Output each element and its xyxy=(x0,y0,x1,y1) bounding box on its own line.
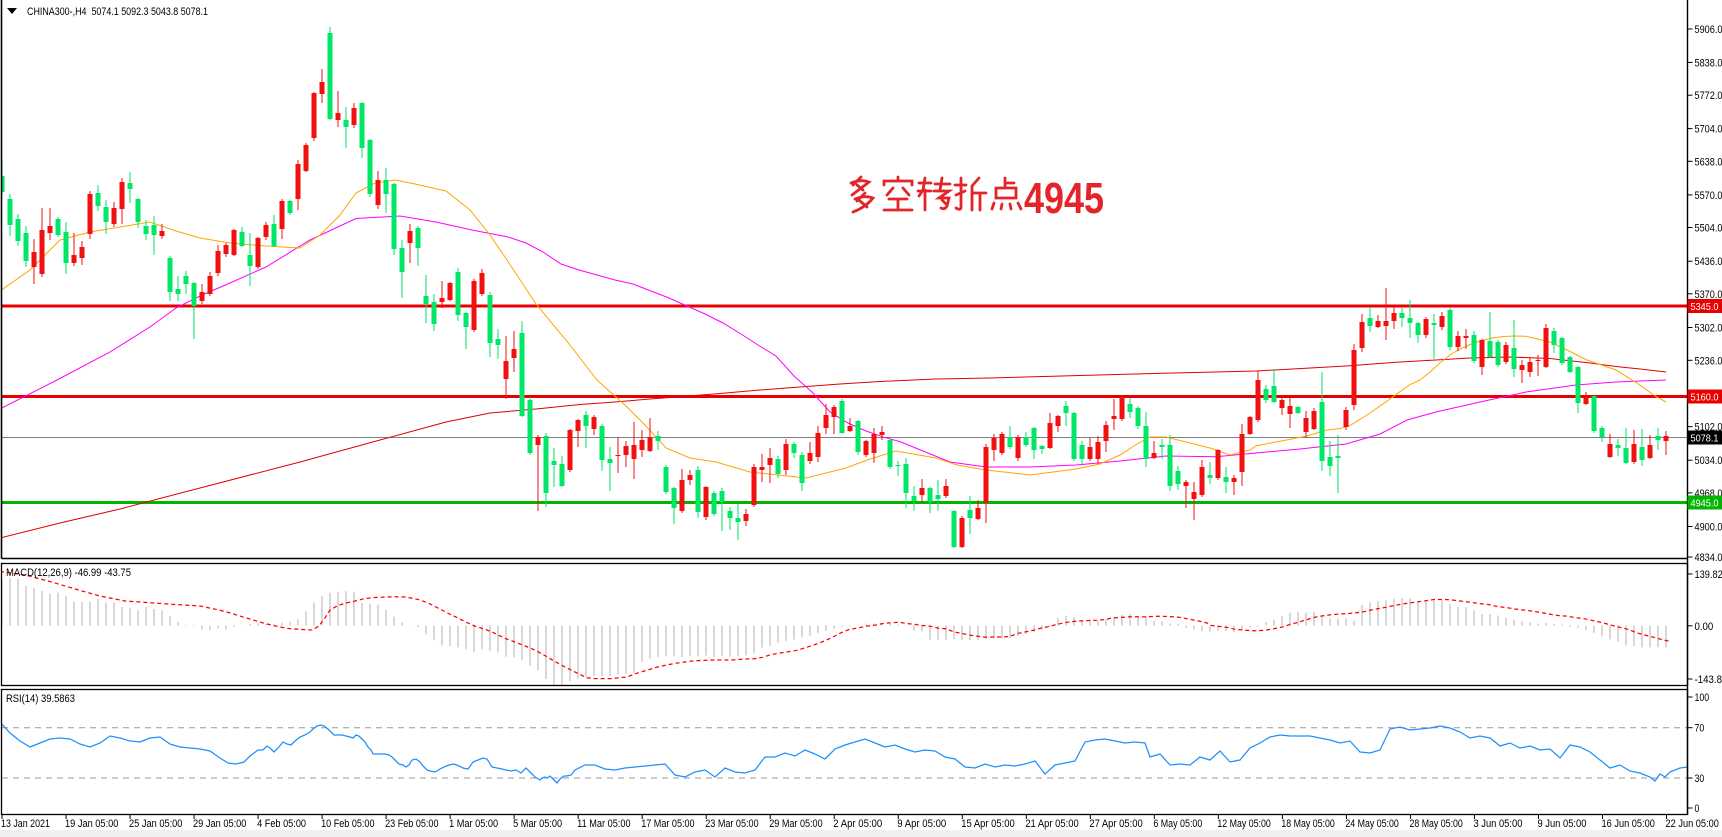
svg-text:11 Mar 05:00: 11 Mar 05:00 xyxy=(577,818,630,830)
svg-text:30: 30 xyxy=(1695,773,1705,785)
svg-text:5236.0: 5236.0 xyxy=(1695,355,1722,367)
svg-text:100: 100 xyxy=(1695,692,1710,704)
svg-text:5160.0: 5160.0 xyxy=(1691,392,1719,404)
svg-text:0.00: 0.00 xyxy=(1695,621,1714,633)
svg-text:21 Apr 05:00: 21 Apr 05:00 xyxy=(1025,818,1078,830)
svg-text:5302.0: 5302.0 xyxy=(1695,323,1722,335)
svg-text:5 Mar 05:00: 5 Mar 05:00 xyxy=(513,818,562,830)
svg-text:13 Jan 2021: 13 Jan 2021 xyxy=(1,818,50,830)
svg-text:23 Feb 05:00: 23 Feb 05:00 xyxy=(385,818,438,830)
svg-text:139.82: 139.82 xyxy=(1695,569,1722,581)
svg-text:5436.0: 5436.0 xyxy=(1695,256,1722,268)
svg-text:23 Mar 05:00: 23 Mar 05:00 xyxy=(705,818,758,830)
svg-text:12 May 05:00: 12 May 05:00 xyxy=(1217,818,1270,830)
svg-text:MACD(12,26,9) -46.99 -43.75: MACD(12,26,9) -46.99 -43.75 xyxy=(6,567,131,579)
svg-text:1 Mar 05:00: 1 Mar 05:00 xyxy=(449,818,498,830)
svg-text:9 Jun 05:00: 9 Jun 05:00 xyxy=(1537,818,1586,830)
svg-text:5570.0: 5570.0 xyxy=(1695,190,1722,202)
svg-text:5370.0: 5370.0 xyxy=(1695,289,1722,301)
svg-text:2 Apr 05:00: 2 Apr 05:00 xyxy=(833,818,882,830)
svg-text:4900.0: 4900.0 xyxy=(1695,522,1722,534)
svg-text:18 May 05:00: 18 May 05:00 xyxy=(1281,818,1334,830)
svg-text:27 Apr 05:00: 27 Apr 05:00 xyxy=(1089,818,1142,830)
svg-text:17 Mar 05:00: 17 Mar 05:00 xyxy=(641,818,694,830)
svg-text:RSI(14) 39.5863: RSI(14) 39.5863 xyxy=(6,693,75,705)
svg-text:5345.0: 5345.0 xyxy=(1691,301,1719,313)
svg-text:0: 0 xyxy=(1695,803,1700,815)
svg-text:70: 70 xyxy=(1695,723,1705,735)
svg-text:5772.0: 5772.0 xyxy=(1695,90,1722,102)
svg-text:5906.0: 5906.0 xyxy=(1695,24,1722,36)
svg-text:15 Apr 05:00: 15 Apr 05:00 xyxy=(961,818,1014,830)
svg-text:6 May 05:00: 6 May 05:00 xyxy=(1153,818,1202,830)
svg-text:4945: 4945 xyxy=(1024,174,1104,223)
svg-text:5078.1: 5078.1 xyxy=(1691,433,1719,445)
svg-text:16 Jun 05:00: 16 Jun 05:00 xyxy=(1602,818,1655,830)
svg-text:5704.0: 5704.0 xyxy=(1695,124,1722,136)
svg-text:28 May 05:00: 28 May 05:00 xyxy=(1409,818,1462,830)
svg-text:10 Feb 05:00: 10 Feb 05:00 xyxy=(321,818,374,830)
svg-text:5504.0: 5504.0 xyxy=(1695,223,1722,235)
svg-text:5638.0: 5638.0 xyxy=(1695,156,1722,168)
svg-text:4945.0: 4945.0 xyxy=(1691,498,1719,510)
svg-text:5034.0: 5034.0 xyxy=(1695,455,1722,467)
svg-text:4 Feb 05:00: 4 Feb 05:00 xyxy=(257,818,306,830)
svg-text:4834.0: 4834.0 xyxy=(1695,552,1722,564)
svg-text:29 Mar 05:00: 29 Mar 05:00 xyxy=(769,818,822,830)
svg-text:24 May 05:00: 24 May 05:00 xyxy=(1345,818,1398,830)
svg-text:9 Apr 05:00: 9 Apr 05:00 xyxy=(897,818,946,830)
svg-text:19 Jan 05:00: 19 Jan 05:00 xyxy=(65,818,118,830)
svg-text:-143.81: -143.81 xyxy=(1695,674,1722,686)
svg-text:3 Jun 05:00: 3 Jun 05:00 xyxy=(1473,818,1522,830)
svg-text:25 Jan 05:00: 25 Jan 05:00 xyxy=(129,818,182,830)
svg-text:CHINA300-,H4 5074.1 5092.3 50: CHINA300-,H4 5074.1 5092.3 5043.8 5078.1 xyxy=(27,6,208,18)
svg-text:22 Jun 05:00: 22 Jun 05:00 xyxy=(1666,818,1719,830)
svg-text:29 Jan 05:00: 29 Jan 05:00 xyxy=(193,818,246,830)
svg-text:5838.0: 5838.0 xyxy=(1695,57,1722,69)
